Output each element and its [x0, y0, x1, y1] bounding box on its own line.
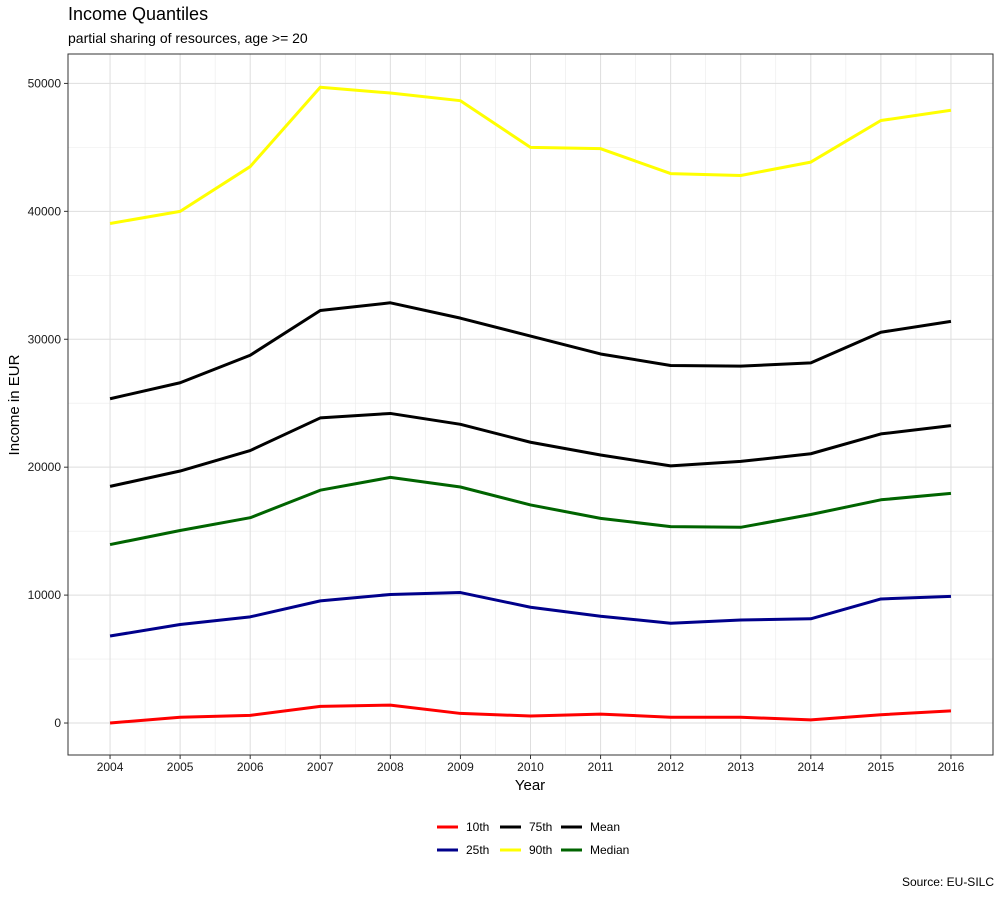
caption: Source: EU-SILC	[902, 875, 994, 889]
y-tick-label: 10000	[28, 588, 62, 602]
x-tick-label: 2015	[868, 760, 895, 774]
grid-major	[68, 54, 993, 755]
y-tick-label: 20000	[28, 460, 62, 474]
series-line-90th	[109, 85, 952, 225]
series-line-25th	[109, 591, 952, 638]
legend-label-25th: 25th	[466, 843, 489, 857]
x-tick-label: 2005	[167, 760, 194, 774]
x-tick-label: 2009	[447, 760, 474, 774]
x-tick-label: 2011	[588, 760, 614, 774]
series-line-median	[109, 475, 952, 547]
legend-label-10th: 10th	[466, 820, 489, 834]
x-tick-label: 2004	[97, 760, 124, 774]
legend-label-90th: 90th	[529, 843, 552, 857]
y-axis-title: Income in EUR	[6, 354, 23, 455]
x-tick-label: 2012	[657, 760, 684, 774]
series-line-10th	[109, 703, 952, 725]
legend-label-75th: 75th	[529, 820, 552, 834]
chart-title: Income Quantiles	[68, 4, 208, 24]
x-axis: 2004 2005 2006 2007 2008 2009 2010 2011 2012 2013…	[97, 755, 965, 774]
x-tick-label: 2007	[307, 760, 334, 774]
chart-subtitle: partial sharing of resources, age >= 20	[68, 30, 308, 46]
series-line-75th	[109, 301, 952, 401]
x-tick-label: 2008	[377, 760, 404, 774]
x-axis-title: Year	[515, 777, 545, 794]
y-tick-label: 40000	[28, 204, 62, 218]
legend-label-mean: Mean	[590, 820, 620, 834]
legend-label-median: Median	[590, 843, 629, 857]
y-tick-label: 50000	[28, 76, 62, 90]
series-line-mean	[109, 411, 952, 488]
y-tick-label: 30000	[28, 332, 62, 346]
x-tick-label: 2013	[727, 760, 754, 774]
x-tick-label: 2010	[517, 760, 544, 774]
y-axis: 0 10000 20000 30000 40000 50000	[28, 76, 68, 730]
series-lines	[109, 85, 952, 725]
x-tick-label: 2016	[938, 760, 965, 774]
x-tick-label: 2014	[797, 760, 824, 774]
x-tick-label: 2006	[237, 760, 264, 774]
y-tick-label: 0	[54, 716, 61, 730]
legend: 10th 25th 75th 90th Mean Median	[437, 820, 629, 857]
